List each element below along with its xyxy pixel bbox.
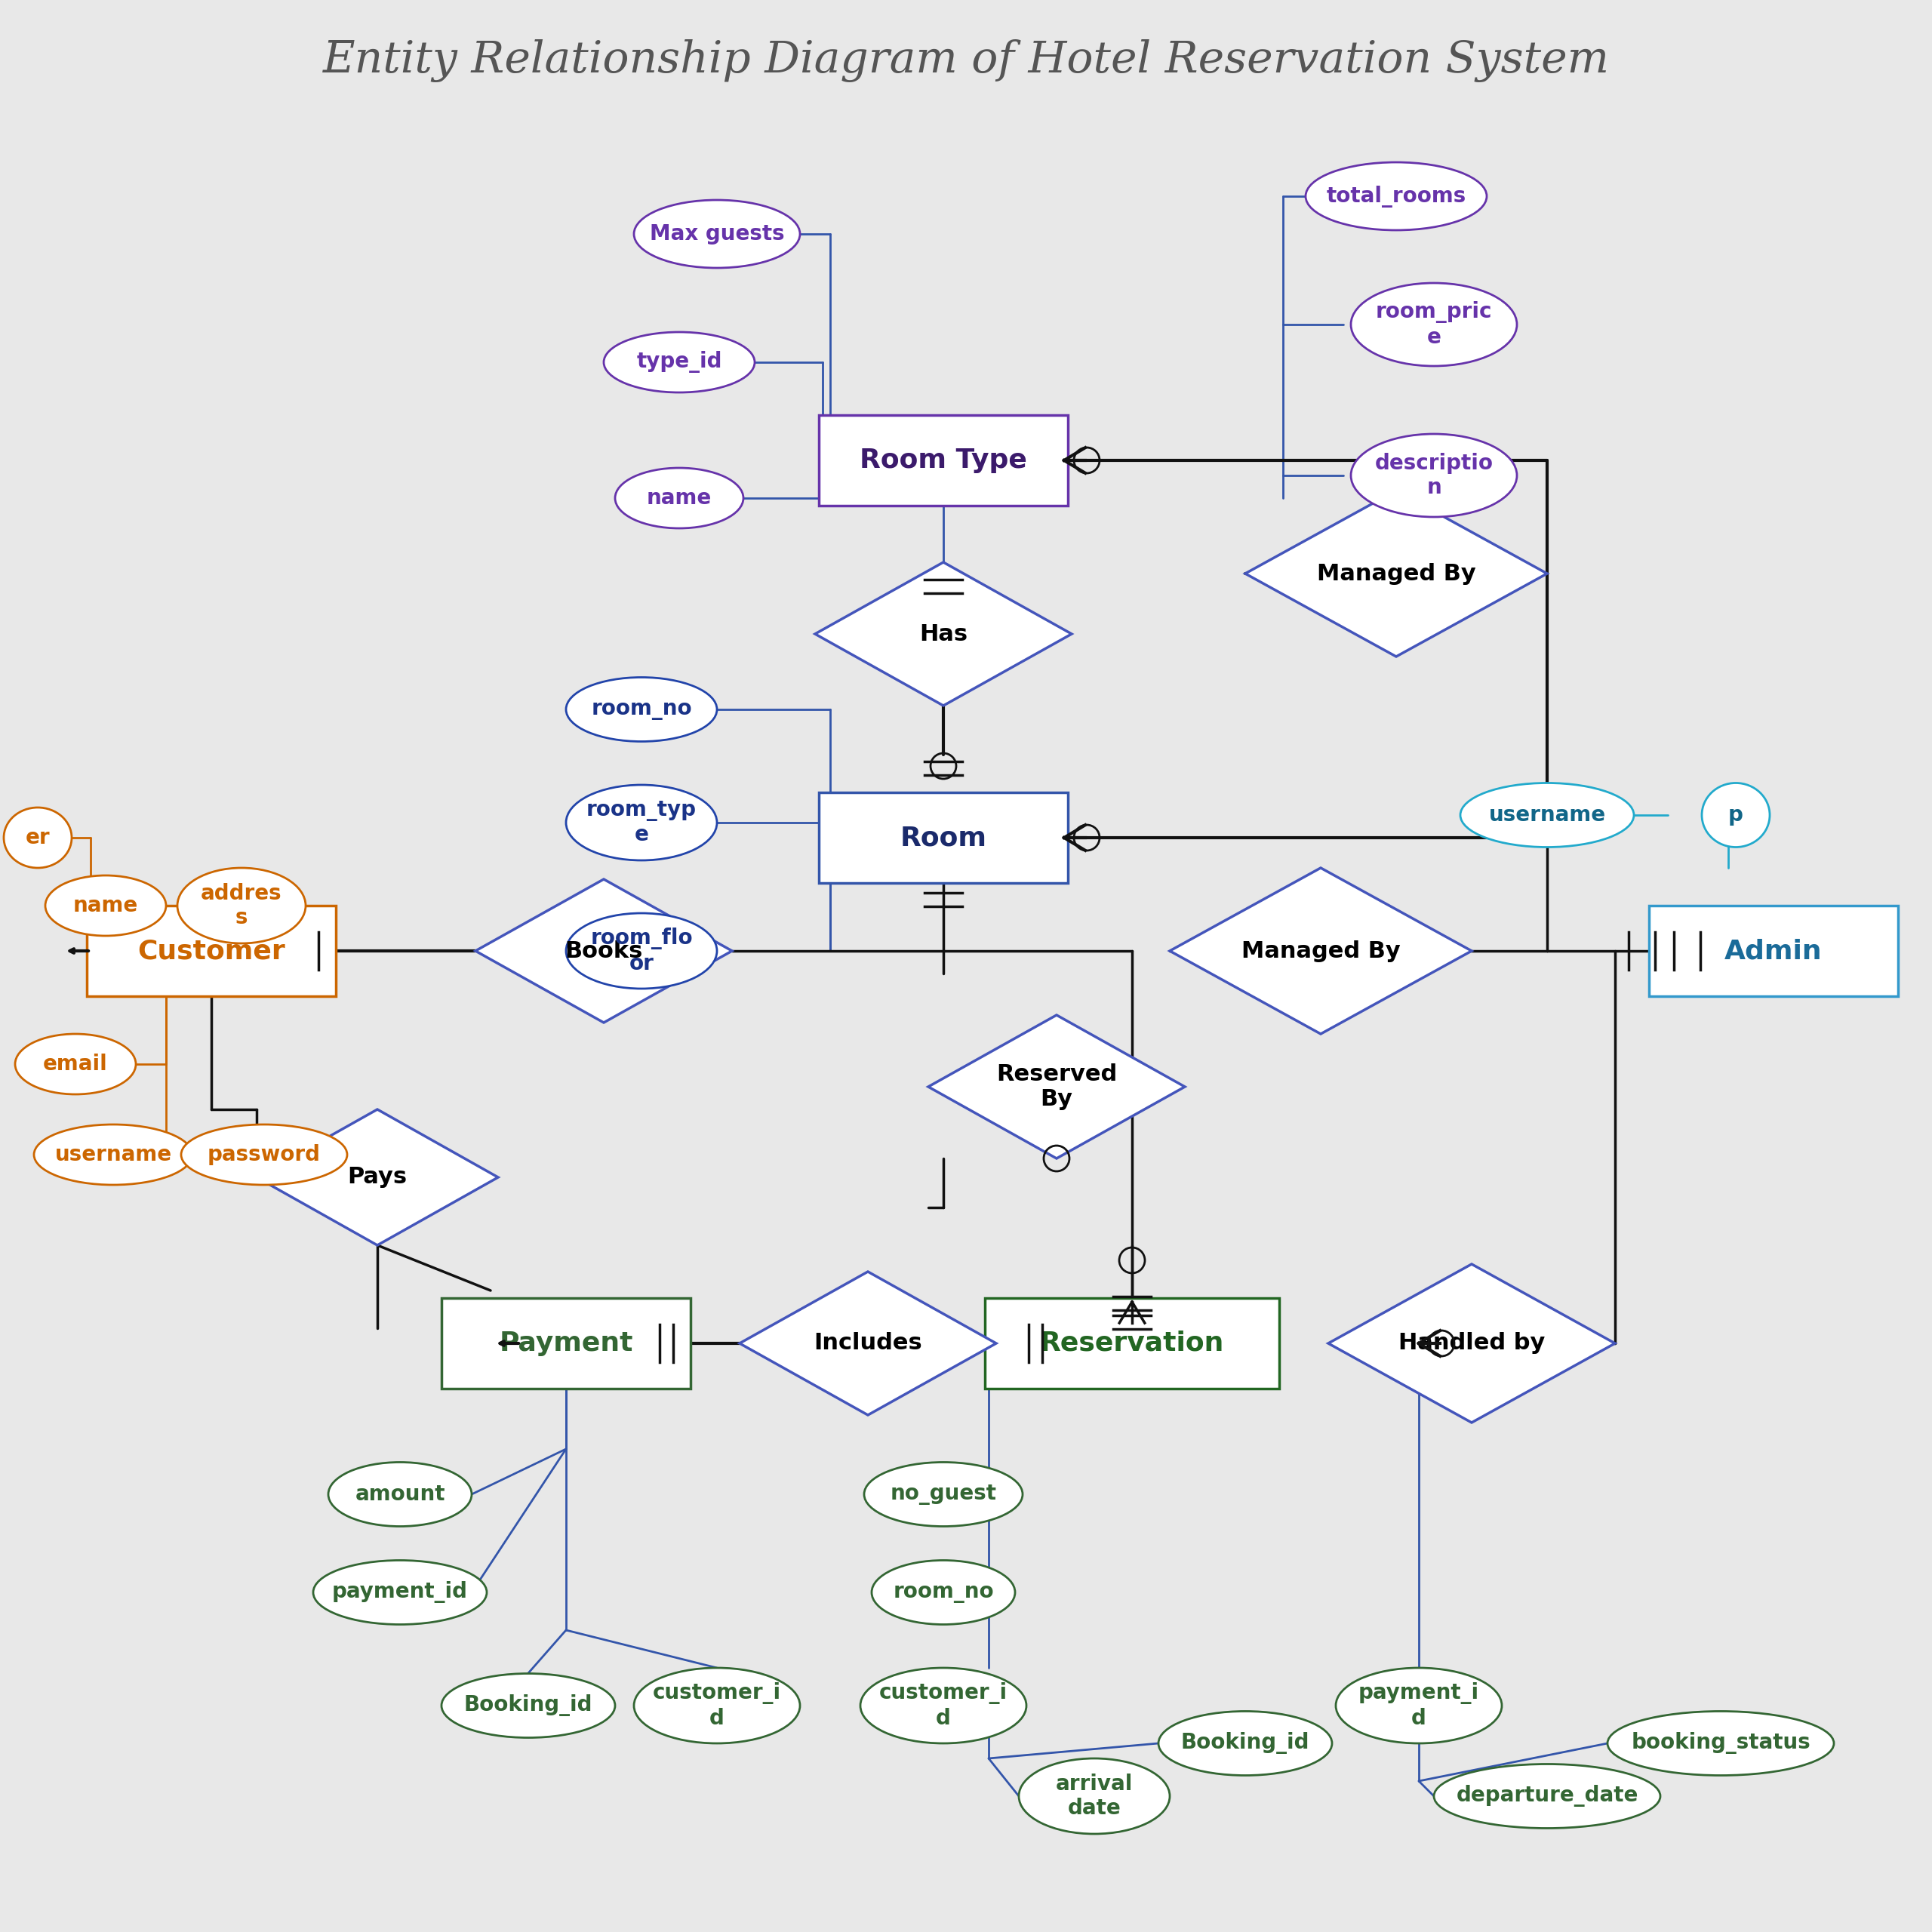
Ellipse shape <box>15 1034 135 1094</box>
Ellipse shape <box>182 1124 348 1184</box>
FancyBboxPatch shape <box>985 1298 1279 1389</box>
Text: Booking_id: Booking_id <box>1180 1733 1310 1754</box>
Text: type_id: type_id <box>636 352 723 373</box>
Text: password: password <box>207 1144 321 1165</box>
Text: descriptio
n: descriptio n <box>1376 452 1493 498</box>
Ellipse shape <box>1461 782 1634 846</box>
Ellipse shape <box>871 1561 1014 1625</box>
Text: room_flo
or: room_flo or <box>591 927 694 974</box>
Text: username: username <box>1488 804 1605 825</box>
Text: Payment: Payment <box>498 1331 634 1356</box>
Text: username: username <box>54 1144 172 1165</box>
FancyBboxPatch shape <box>442 1298 690 1389</box>
Text: Books: Books <box>564 941 643 962</box>
Text: Max guests: Max guests <box>649 224 784 245</box>
Text: Room: Room <box>900 825 987 850</box>
Text: p: p <box>1729 804 1743 825</box>
Text: room_no: room_no <box>591 699 692 721</box>
Polygon shape <box>1246 491 1548 657</box>
Ellipse shape <box>44 875 166 935</box>
FancyBboxPatch shape <box>87 906 336 997</box>
Text: Booking_id: Booking_id <box>464 1694 593 1716</box>
Ellipse shape <box>605 332 755 392</box>
Ellipse shape <box>1350 435 1517 518</box>
Text: booking_status: booking_status <box>1631 1733 1810 1754</box>
FancyBboxPatch shape <box>819 415 1068 506</box>
Ellipse shape <box>1306 162 1488 230</box>
Text: Pays: Pays <box>348 1167 408 1188</box>
Ellipse shape <box>566 914 717 989</box>
Text: er: er <box>25 827 50 848</box>
Text: Includes: Includes <box>813 1333 922 1354</box>
Ellipse shape <box>634 201 800 269</box>
Text: Entity Relationship Diagram of Hotel Reservation System: Entity Relationship Diagram of Hotel Res… <box>323 39 1609 81</box>
Ellipse shape <box>860 1667 1026 1743</box>
Polygon shape <box>475 879 732 1022</box>
Text: name: name <box>73 895 139 916</box>
Ellipse shape <box>313 1561 487 1625</box>
Text: Managed By: Managed By <box>1240 941 1401 962</box>
Ellipse shape <box>1702 782 1770 846</box>
Polygon shape <box>815 562 1072 705</box>
Text: departure_date: departure_date <box>1457 1785 1638 1806</box>
Text: customer_i
d: customer_i d <box>653 1683 781 1729</box>
Polygon shape <box>257 1109 498 1246</box>
Ellipse shape <box>1018 1758 1169 1833</box>
Polygon shape <box>927 1014 1184 1159</box>
Text: payment_i
d: payment_i d <box>1358 1683 1480 1729</box>
Text: Has: Has <box>920 622 968 645</box>
Polygon shape <box>740 1271 997 1414</box>
Text: room_pric
e: room_pric e <box>1376 301 1492 348</box>
Text: Managed By: Managed By <box>1316 562 1476 585</box>
FancyBboxPatch shape <box>819 792 1068 883</box>
FancyBboxPatch shape <box>1650 906 1897 997</box>
Ellipse shape <box>178 867 305 943</box>
Text: Customer: Customer <box>137 939 286 964</box>
Ellipse shape <box>1335 1667 1501 1743</box>
Text: Admin: Admin <box>1725 939 1822 964</box>
Text: name: name <box>647 487 711 508</box>
Ellipse shape <box>1607 1712 1833 1776</box>
Text: no_guest: no_guest <box>891 1484 997 1505</box>
Ellipse shape <box>1350 282 1517 365</box>
Ellipse shape <box>4 808 71 867</box>
Ellipse shape <box>864 1463 1022 1526</box>
Text: addres
s: addres s <box>201 883 282 929</box>
Polygon shape <box>1329 1264 1615 1422</box>
Text: Reservation: Reservation <box>1039 1331 1225 1356</box>
Text: room_typ
e: room_typ e <box>587 800 697 846</box>
Ellipse shape <box>442 1673 614 1737</box>
Text: payment_id: payment_id <box>332 1582 468 1604</box>
Text: arrival
date: arrival date <box>1055 1774 1132 1818</box>
Ellipse shape <box>1434 1764 1660 1828</box>
Polygon shape <box>1169 867 1472 1034</box>
Text: room_no: room_no <box>893 1582 993 1604</box>
Text: email: email <box>43 1053 108 1074</box>
Text: total_rooms: total_rooms <box>1325 185 1466 207</box>
Ellipse shape <box>35 1124 193 1184</box>
Ellipse shape <box>328 1463 471 1526</box>
Ellipse shape <box>614 468 744 527</box>
Ellipse shape <box>1159 1712 1331 1776</box>
Text: amount: amount <box>355 1484 444 1505</box>
Ellipse shape <box>566 784 717 860</box>
Ellipse shape <box>634 1667 800 1743</box>
Text: Handled by: Handled by <box>1399 1333 1546 1354</box>
Ellipse shape <box>566 678 717 742</box>
Text: Reserved
By: Reserved By <box>997 1063 1117 1111</box>
Text: Room Type: Room Type <box>860 448 1028 473</box>
Text: customer_i
d: customer_i d <box>879 1683 1009 1729</box>
